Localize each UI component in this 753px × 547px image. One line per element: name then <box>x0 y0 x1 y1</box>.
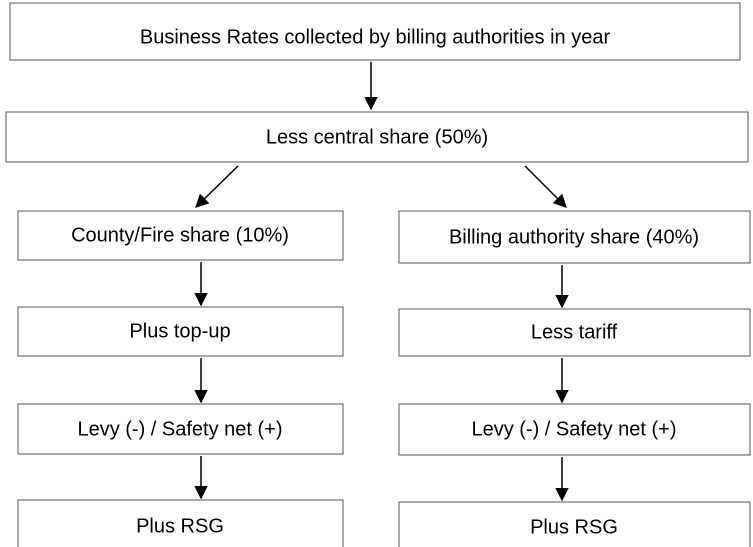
node-label: Levy (-) / Safety net (+) <box>77 418 282 440</box>
arrow <box>195 165 239 208</box>
box <box>5 111 749 163</box>
arrow <box>524 165 567 208</box>
box <box>398 501 751 547</box>
node-label: Billing authority share (40%) <box>449 226 699 248</box>
node-label: County/Fire share (10%) <box>71 224 289 246</box>
box <box>398 308 751 357</box>
node-label: Business Rates collected by billing auth… <box>140 26 611 48</box>
box <box>17 210 344 261</box>
node-label: Plus RSG <box>530 516 618 538</box>
box <box>398 210 751 264</box>
box <box>17 403 344 455</box>
node-label: Plus top-up <box>129 320 230 342</box>
node-label: Levy (-) / Safety net (+) <box>471 418 676 440</box>
box <box>398 403 751 456</box>
box <box>17 499 344 547</box>
box <box>9 2 741 61</box>
box <box>17 306 344 357</box>
node-label: Plus RSG <box>136 515 224 537</box>
node-label: Less tariff <box>531 321 618 343</box>
node-label: Less central share (50%) <box>266 126 488 148</box>
